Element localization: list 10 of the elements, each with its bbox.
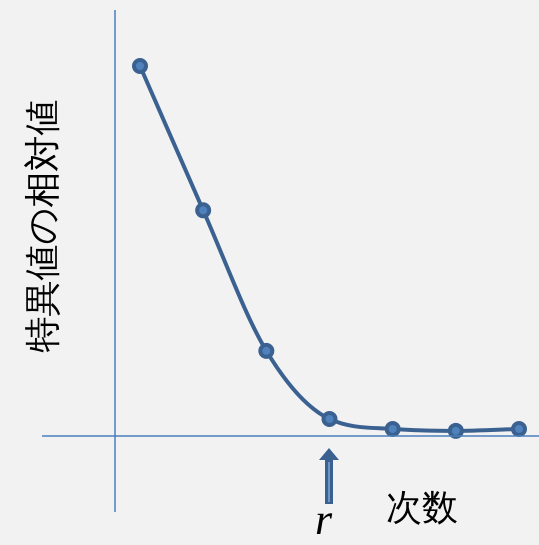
- point: [384, 420, 401, 437]
- text: r: [315, 495, 332, 544]
- point: [258, 342, 274, 359]
- point: [322, 410, 338, 427]
- x-axis-title: 次数: [386, 487, 458, 528]
- point: [132, 58, 148, 74]
- point: [511, 420, 527, 437]
- point: [195, 202, 212, 218]
- y-axis-title: 特異値の相対値: [22, 100, 64, 352]
- point: [448, 422, 464, 439]
